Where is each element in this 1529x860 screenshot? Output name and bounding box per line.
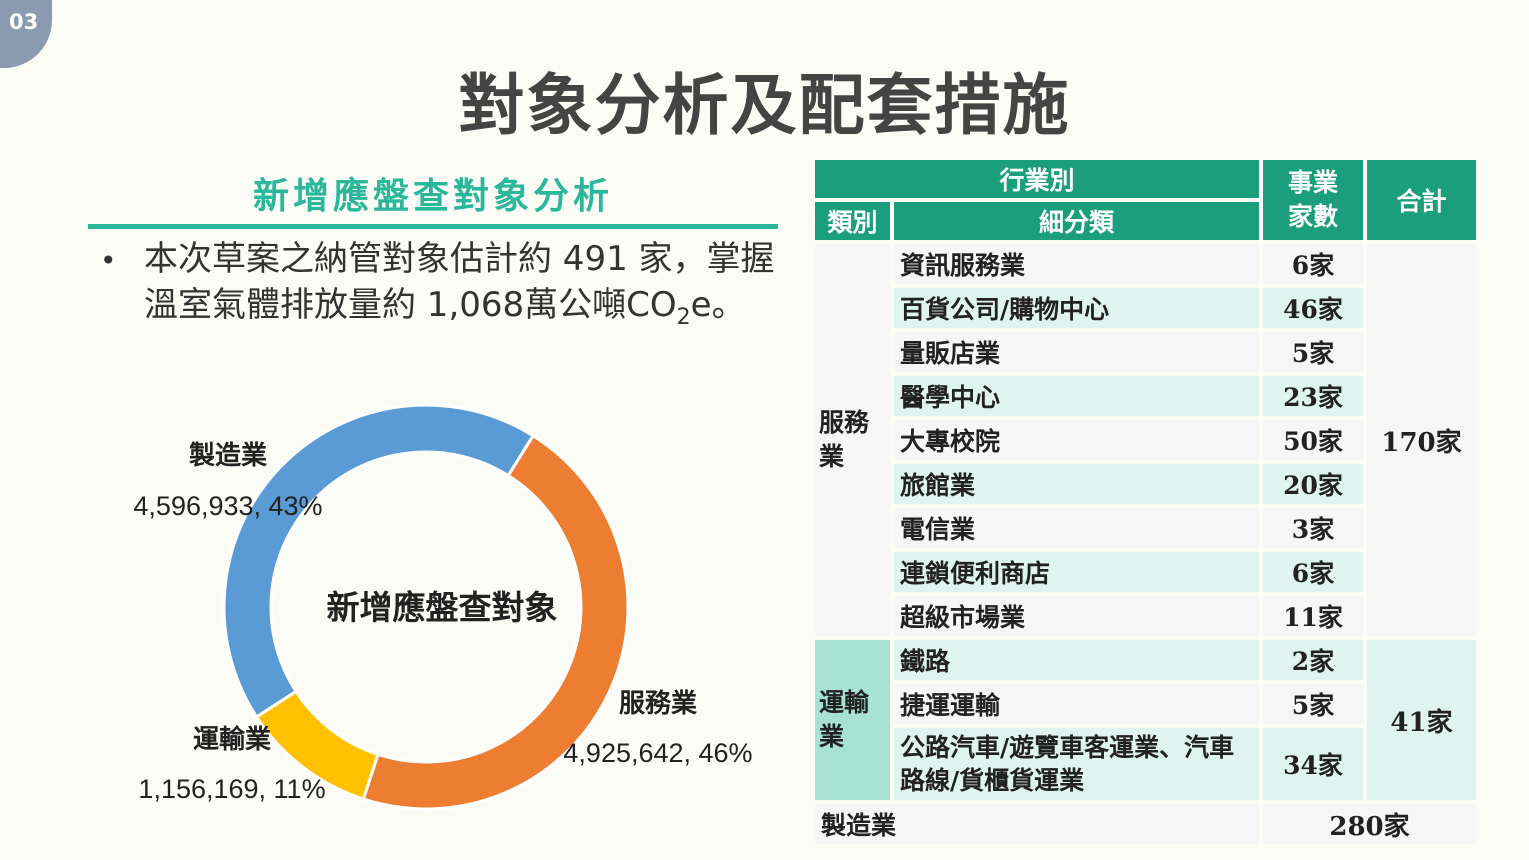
table-row: 超級市場業 11家 xyxy=(815,596,1476,636)
slice-value-label-2: 1,156,169, 11% xyxy=(138,774,325,804)
table-row: 百貨公司/購物中心 46家 xyxy=(815,288,1476,328)
count-cell: 3家 xyxy=(1263,508,1363,548)
slice-value-label-1: 4,925,642, 46% xyxy=(563,738,752,768)
table-row: 旅館業 20家 xyxy=(815,464,1476,504)
category-cell: 製造業 xyxy=(815,804,1259,844)
page-number: 03 xyxy=(9,10,39,34)
donut-chart: 製造業 4,596,933, 43% 服務業 4,925,642, 46% 運輸業 1,1… xyxy=(133,403,753,811)
subcategory-cell: 公路汽車/遊覽車客運業、汽車路線/貨櫃貨運業 xyxy=(894,728,1259,800)
slice-label-2: 運輸業 xyxy=(193,724,271,755)
count-cell: 2家 xyxy=(1263,640,1363,680)
header-total: 合計 xyxy=(1367,160,1476,240)
subcategory-cell: 捷運運輸 xyxy=(894,684,1259,724)
category-cell: 服務業 xyxy=(815,244,890,636)
slice-label-1: 服務業 xyxy=(619,689,697,719)
section-subtitle: 新增應盤查對象分析 xyxy=(252,176,613,217)
subcategory-cell: 大專校院 xyxy=(894,420,1259,460)
subcategory-cell: 連鎖便利商店 xyxy=(894,552,1259,592)
header-subcategory: 細分類 xyxy=(894,202,1259,240)
subcategory-cell: 超級市場業 xyxy=(894,596,1259,636)
category-cell: 運輸業 xyxy=(815,640,890,800)
table-row: 連鎖便利商店 6家 xyxy=(815,552,1476,592)
bullet-text-main: 本次草案之納管對象估計約 491 家，掌握溫室氣體排放量約 1,068萬公噸CO xyxy=(144,239,775,325)
industry-table: 行業別 事業家數 合計 類別 細分類 服務業 資訊服務業 6家 170家 百貨公… xyxy=(811,156,1480,848)
total-cell: 280家 xyxy=(1263,804,1476,844)
header-count: 事業家數 xyxy=(1263,160,1363,240)
count-cell: 34家 xyxy=(1263,728,1363,800)
donut-slice-0 xyxy=(222,403,536,720)
table-row: 製造業 280家 xyxy=(815,804,1476,844)
page-title: 對象分析及配套措施 xyxy=(458,67,1071,144)
subcategory-cell: 資訊服務業 xyxy=(894,244,1259,284)
table-row: 電信業 3家 xyxy=(815,508,1476,548)
slice-label-0: 製造業 xyxy=(189,441,267,471)
count-cell: 50家 xyxy=(1263,420,1363,460)
count-cell: 46家 xyxy=(1263,288,1363,328)
subtitle-divider xyxy=(88,224,778,229)
bullet-text: 本次草案之納管對象估計約 491 家，掌握溫室氣體排放量約 1,068萬公噸CO… xyxy=(144,236,794,341)
bullet-text-tail: e。 xyxy=(690,285,746,325)
table-row: 公路汽車/遊覽車客運業、汽車路線/貨櫃貨運業 34家 xyxy=(815,728,1476,800)
count-cell: 23家 xyxy=(1263,376,1363,416)
slice-value-label-0: 4,596,933, 43% xyxy=(133,491,322,521)
subcategory-cell: 百貨公司/購物中心 xyxy=(894,288,1259,328)
table-row: 運輸業 鐵路 2家 41家 xyxy=(815,640,1476,800)
count-cell: 6家 xyxy=(1263,552,1363,592)
table-row: 大專校院 50家 xyxy=(815,420,1476,460)
count-cell: 11家 xyxy=(1263,596,1363,636)
subcategory-cell: 旅館業 xyxy=(894,464,1259,504)
table-row: 服務業 資訊服務業 6家 170家 xyxy=(815,244,1476,636)
donut-slice-1 xyxy=(361,433,630,811)
total-cell: 170家 xyxy=(1367,244,1476,636)
subcategory-cell: 電信業 xyxy=(894,508,1259,548)
table-row: 捷運運輸 5家 xyxy=(815,684,1476,724)
subcategory-cell: 鐵路 xyxy=(894,640,1259,680)
total-cell: 41家 xyxy=(1367,640,1476,800)
table-row: 量販店業 5家 xyxy=(815,332,1476,372)
count-cell: 20家 xyxy=(1263,464,1363,504)
page-number-badge: 03 xyxy=(0,0,52,68)
donut-center-label: 新增應盤查對象 xyxy=(327,588,558,627)
count-cell: 5家 xyxy=(1263,684,1363,724)
count-cell: 6家 xyxy=(1263,244,1363,284)
bullet-dot-icon: • xyxy=(100,244,117,277)
bullet-text-subscript: 2 xyxy=(676,304,691,330)
subcategory-cell: 量販店業 xyxy=(894,332,1259,372)
table-row: 醫學中心 23家 xyxy=(815,376,1476,416)
subcategory-cell: 醫學中心 xyxy=(894,376,1259,416)
header-industry: 行業別 xyxy=(815,160,1259,198)
header-category: 類別 xyxy=(815,202,890,240)
count-cell: 5家 xyxy=(1263,332,1363,372)
